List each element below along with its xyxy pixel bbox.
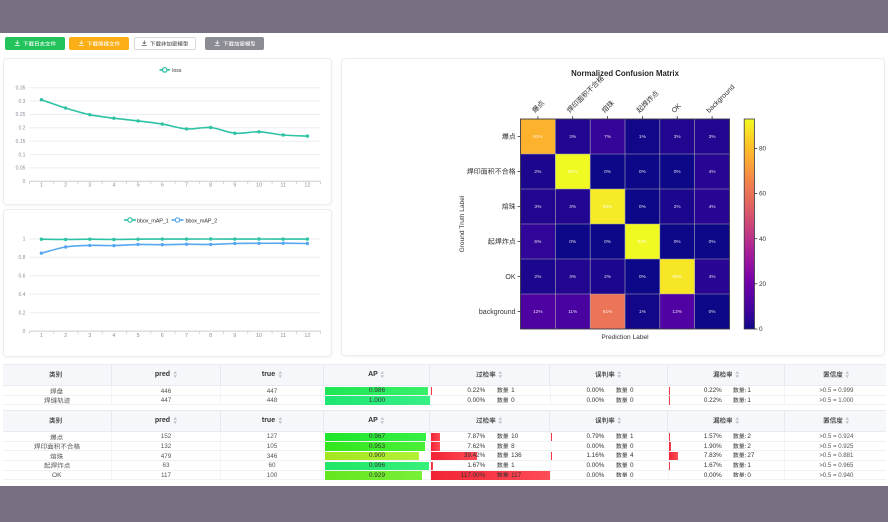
svg-text:0%: 0%	[639, 204, 647, 210]
svg-text:4%: 4%	[708, 274, 716, 280]
svg-text:0.2: 0.2	[18, 310, 25, 316]
svg-text:0%: 0%	[708, 309, 716, 315]
svg-text:60: 60	[759, 190, 767, 197]
svg-text:6%: 6%	[534, 239, 542, 245]
svg-text:OK: OK	[505, 273, 515, 280]
svg-text:2%: 2%	[604, 274, 612, 280]
svg-text:0%: 0%	[569, 239, 577, 245]
svg-text:2: 2	[64, 182, 67, 188]
svg-text:10: 10	[256, 182, 262, 188]
svg-text:0: 0	[23, 328, 26, 334]
svg-text:12: 12	[304, 333, 310, 339]
svg-text:Normalized Confusion Matrix: Normalized Confusion Matrix	[571, 69, 680, 78]
svg-text:0.15: 0.15	[16, 139, 26, 145]
svg-text:3%: 3%	[569, 274, 577, 280]
svg-text:0.6: 0.6	[18, 273, 25, 279]
svg-text:12%: 12%	[533, 309, 543, 315]
svg-text:0.25: 0.25	[16, 112, 26, 118]
svg-text:0%: 0%	[674, 239, 682, 245]
svg-text:6: 6	[161, 182, 164, 188]
svg-text:40: 40	[759, 235, 767, 242]
svg-text:background: background	[705, 83, 736, 114]
svg-text:93%: 93%	[637, 239, 647, 245]
svg-text:0%: 0%	[674, 169, 682, 175]
svg-text:2%: 2%	[534, 169, 542, 175]
svg-text:0.4: 0.4	[18, 292, 25, 298]
svg-text:4: 4	[112, 182, 115, 188]
svg-text:0%: 0%	[639, 274, 647, 280]
svg-text:1: 1	[40, 333, 43, 339]
svg-text:81%: 81%	[533, 134, 543, 140]
svg-text:7: 7	[185, 333, 188, 339]
svg-text:11%: 11%	[568, 309, 578, 315]
svg-text:0: 0	[23, 179, 26, 185]
svg-text:0%: 0%	[604, 169, 612, 175]
svg-text:loss: loss	[172, 68, 182, 74]
svg-text:Ground Truth Label: Ground Truth Label	[459, 195, 466, 252]
svg-text:4%: 4%	[708, 204, 716, 210]
svg-text:3: 3	[88, 182, 91, 188]
svg-text:7: 7	[185, 182, 188, 188]
svg-text:0.3: 0.3	[18, 98, 25, 104]
svg-text:0.35: 0.35	[16, 85, 26, 91]
svg-text:2%: 2%	[674, 204, 682, 210]
svg-text:12: 12	[304, 182, 310, 188]
svg-text:4%: 4%	[708, 169, 716, 175]
svg-text:bbox_mAP_2: bbox_mAP_2	[186, 218, 218, 224]
svg-text:1%: 1%	[639, 134, 647, 140]
svg-text:2%: 2%	[534, 274, 542, 280]
svg-text:0.1: 0.1	[18, 152, 25, 158]
svg-text:61%: 61%	[603, 309, 613, 315]
svg-text:1: 1	[40, 182, 43, 188]
svg-text:0: 0	[759, 326, 763, 333]
svg-text:8: 8	[209, 182, 212, 188]
svg-text:6: 6	[161, 333, 164, 339]
svg-text:0%: 0%	[604, 239, 612, 245]
svg-text:1%: 1%	[639, 309, 647, 315]
svg-text:3%: 3%	[569, 134, 577, 140]
svg-text:0.05: 0.05	[16, 165, 26, 171]
svg-text:0%: 0%	[708, 239, 716, 245]
svg-text:90%: 90%	[603, 204, 613, 210]
svg-text:80: 80	[759, 145, 767, 152]
svg-text:10: 10	[256, 333, 262, 339]
svg-text:2: 2	[64, 333, 67, 339]
svg-text:3%: 3%	[534, 204, 542, 210]
svg-text:93%: 93%	[568, 169, 578, 175]
svg-text:9: 9	[233, 182, 236, 188]
svg-text:0.2: 0.2	[18, 125, 25, 131]
svg-text:4: 4	[112, 333, 115, 339]
svg-text:9: 9	[233, 333, 236, 339]
svg-text:0.8: 0.8	[18, 255, 25, 261]
svg-text:bbox_mAP_1: bbox_mAP_1	[137, 218, 169, 224]
svg-text:8: 8	[209, 333, 212, 339]
svg-text:20: 20	[759, 281, 767, 288]
svg-text:11: 11	[280, 333, 286, 339]
svg-text:3%: 3%	[569, 204, 577, 210]
svg-text:0%: 0%	[639, 169, 647, 175]
svg-text:1: 1	[23, 236, 26, 242]
svg-text:5: 5	[137, 182, 140, 188]
svg-text:5: 5	[137, 333, 140, 339]
svg-text:Prediction Label: Prediction Label	[601, 334, 649, 341]
svg-text:13%: 13%	[672, 309, 682, 315]
svg-text:89%: 89%	[672, 274, 682, 280]
svg-text:OK: OK	[670, 102, 682, 114]
svg-text:7%: 7%	[604, 134, 612, 140]
svg-text:11: 11	[280, 182, 286, 188]
svg-text:3%: 3%	[674, 134, 682, 140]
svg-text:3%: 3%	[708, 134, 716, 140]
svg-text:3: 3	[88, 333, 91, 339]
svg-text:background: background	[479, 308, 516, 315]
